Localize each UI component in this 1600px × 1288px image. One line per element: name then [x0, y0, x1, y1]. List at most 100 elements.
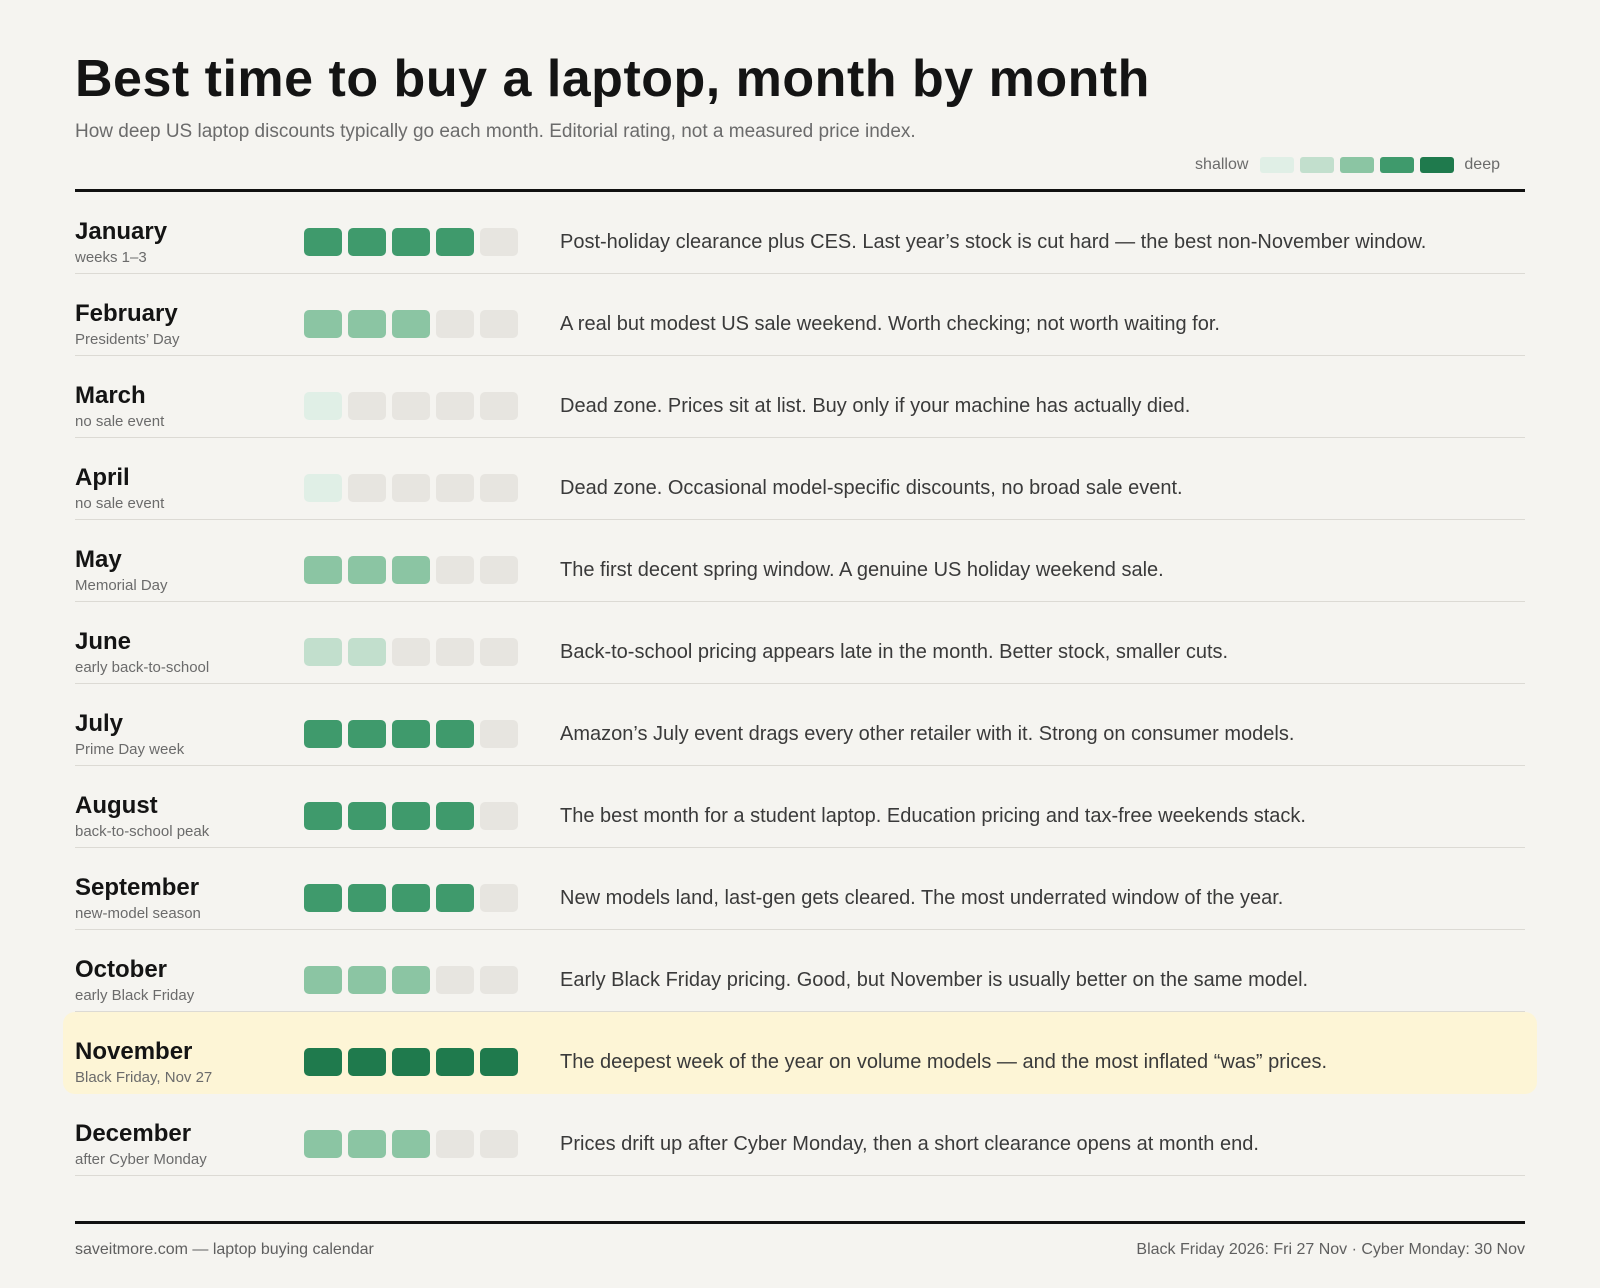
month-label: February: [75, 300, 178, 327]
rating-cell: [436, 1048, 474, 1076]
rating-cell: [392, 392, 430, 420]
month-description: Post-holiday clearance plus CES. Last ye…: [560, 231, 1427, 253]
rating-cell: [392, 310, 430, 338]
legend-swatch-4: [1380, 157, 1415, 173]
table-row: May Memorial Day The first decent spring w…: [75, 520, 1525, 602]
table-row: March no sale event Dead zone. Prices sit …: [75, 356, 1525, 438]
month-note: Prime Day week: [75, 741, 185, 758]
bottom-rule: [75, 1221, 1525, 1224]
month-note: early Black Friday: [75, 987, 195, 1004]
table-row: September new-model season New models land…: [75, 848, 1525, 930]
rating-bar: [304, 310, 518, 338]
legend-label-shallow: shallow: [1195, 156, 1249, 173]
rating-cell: [436, 392, 474, 420]
table-row: November Black Friday, Nov 27 The deepest …: [63, 1012, 1537, 1094]
rating-cell: [392, 1130, 430, 1158]
rating-cell: [436, 228, 474, 256]
rating-cell: [304, 1048, 342, 1076]
rating-cell: [348, 1130, 386, 1158]
rating-cell: [480, 556, 518, 584]
rating-cell: [348, 310, 386, 338]
page-subtitle: How deep US laptop discounts typically g…: [75, 120, 916, 142]
table-row: December after Cyber Monday Prices drift u…: [75, 1094, 1525, 1176]
rating-cell: [436, 884, 474, 912]
rating-cell: [348, 884, 386, 912]
table-row: July Prime Day week Amazon’s July event dr…: [75, 684, 1525, 766]
page-title: Best time to buy a laptop, month by mont…: [75, 50, 1150, 108]
month-description: Dead zone. Occasional model-specific dis…: [560, 477, 1183, 499]
rating-cell: [480, 310, 518, 338]
rating-bar: [304, 802, 518, 830]
month-note: Presidents’ Day: [75, 331, 180, 348]
rating-cell: [304, 392, 342, 420]
rating-cell: [480, 720, 518, 748]
rating-cell: [392, 802, 430, 830]
month-note: early back-to-school: [75, 659, 210, 676]
month-description: Back-to-school pricing appears late in t…: [560, 641, 1229, 663]
rating-cell: [304, 310, 342, 338]
rating-bar: [304, 228, 518, 256]
month-note: back-to-school peak: [75, 823, 210, 840]
month-description: Prices drift up after Cyber Monday, then…: [560, 1133, 1259, 1155]
rating-cell: [304, 802, 342, 830]
rating-cell: [480, 392, 518, 420]
rating-cell: [436, 310, 474, 338]
month-table: January weeks 1–3 Post-holiday clearance p…: [63, 192, 1537, 1176]
rating-bar: [304, 638, 518, 666]
rating-cell: [348, 474, 386, 502]
table-row: January weeks 1–3 Post-holiday clearance p…: [75, 192, 1525, 274]
rating-bar: [304, 556, 518, 584]
rating-bar: [304, 884, 518, 912]
top-rule: [75, 189, 1525, 192]
rating-cell: [480, 966, 518, 994]
footer-source: saveitmore.com — laptop buying calendar: [75, 1241, 374, 1258]
rating-cell: [392, 638, 430, 666]
table-row: February Presidents’ Day A real but modest…: [75, 274, 1525, 356]
rating-cell: [304, 966, 342, 994]
rating-cell: [348, 802, 386, 830]
rating-cell: [392, 884, 430, 912]
month-note: new-model season: [75, 905, 201, 922]
month-label: November: [75, 1038, 193, 1065]
month-label: January: [75, 218, 168, 245]
rating-cell: [304, 720, 342, 748]
rating-cell: [480, 228, 518, 256]
rating-bar: [304, 474, 518, 502]
rating-cell: [348, 966, 386, 994]
rating-cell: [348, 556, 386, 584]
table-row: October early Black Friday Early Black Fri…: [75, 930, 1525, 1012]
month-label: August: [75, 792, 158, 819]
rating-bar: [304, 392, 518, 420]
rating-cell: [392, 474, 430, 502]
rating-cell: [436, 556, 474, 584]
rating-cell: [348, 1048, 386, 1076]
table-row: June early back-to-school Back-to-school p…: [75, 602, 1525, 684]
month-label: October: [75, 956, 168, 983]
legend-swatch-5: [1420, 157, 1455, 173]
rating-cell: [392, 556, 430, 584]
table-row: August back-to-school peak The best month …: [75, 766, 1525, 848]
month-label: September: [75, 874, 200, 901]
page: Best time to buy a laptop, month by mont…: [63, 0, 1537, 1258]
month-description: Dead zone. Prices sit at list. Buy only …: [560, 395, 1191, 417]
rating-cell: [392, 966, 430, 994]
rating-cell: [480, 474, 518, 502]
month-note: no sale event: [75, 413, 165, 430]
rating-cell: [304, 1130, 342, 1158]
rating-cell: [436, 474, 474, 502]
rating-cell: [392, 720, 430, 748]
month-description: The first decent spring window. A genuin…: [560, 559, 1164, 581]
month-note: after Cyber Monday: [75, 1151, 207, 1168]
table-row: April no sale event Dead zone. Occasional …: [75, 438, 1525, 520]
legend-swatch-3: [1340, 157, 1375, 173]
rating-cell: [480, 1130, 518, 1158]
footer-dates: Black Friday 2026: Fri 27 Nov · Cyber Mo…: [1136, 1241, 1525, 1258]
month-description: Early Black Friday pricing. Good, but No…: [560, 969, 1309, 991]
rating-cell: [436, 802, 474, 830]
rating-cell: [348, 392, 386, 420]
month-note: weeks 1–3: [75, 249, 147, 266]
month-note: no sale event: [75, 495, 165, 512]
rating-cell: [436, 638, 474, 666]
month-description: A real but modest US sale weekend. Worth…: [560, 313, 1220, 335]
rating-cell: [480, 884, 518, 912]
